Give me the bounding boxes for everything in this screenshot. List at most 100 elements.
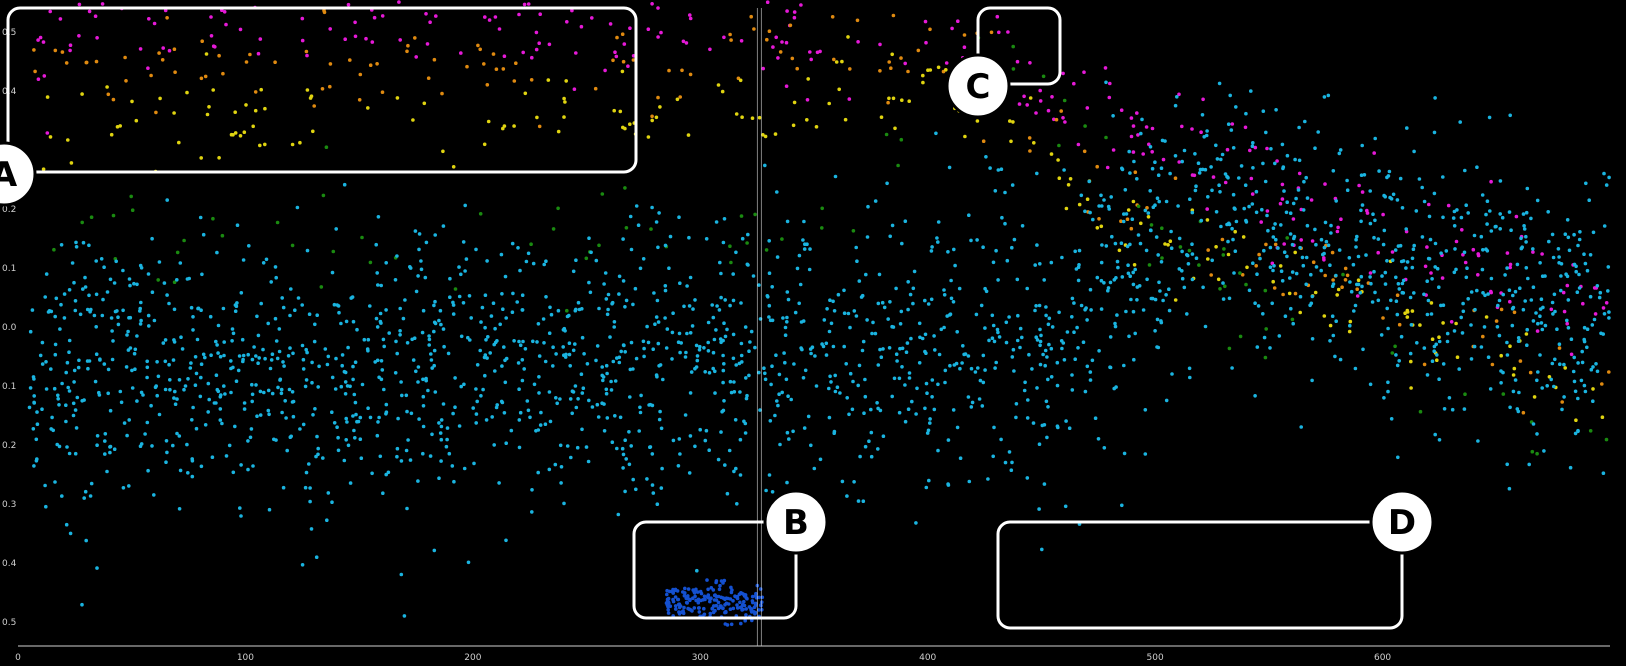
data-point: [770, 285, 774, 289]
data-point: [1106, 204, 1111, 209]
data-point: [41, 40, 46, 44]
data-point: [674, 607, 678, 611]
data-point: [43, 483, 47, 488]
data-point: [1486, 292, 1490, 296]
data-point: [704, 237, 709, 241]
data-point: [1175, 95, 1179, 99]
data-point: [995, 327, 1000, 332]
data-point: [413, 229, 418, 233]
data-point: [300, 16, 305, 21]
data-point: [95, 566, 99, 570]
data-point: [1485, 222, 1489, 226]
data-point: [247, 244, 251, 248]
data-point: [1362, 173, 1367, 177]
annotation-d: D: [996, 489, 1435, 630]
data-point: [1227, 296, 1232, 301]
data-point: [1035, 243, 1039, 247]
data-point: [1340, 285, 1344, 290]
data-point: [906, 307, 910, 312]
data-point: [118, 124, 122, 128]
data-point: [1003, 190, 1007, 195]
data-point: [946, 250, 950, 254]
data-point: [605, 312, 610, 317]
data-point: [1108, 365, 1112, 370]
data-point: [366, 348, 370, 353]
data-point: [1242, 206, 1246, 211]
data-point: [678, 281, 682, 286]
data-point: [917, 361, 922, 365]
data-point: [395, 454, 399, 459]
data-point: [1466, 297, 1470, 301]
data-point: [1232, 206, 1237, 210]
data-point: [1273, 161, 1277, 166]
data-point: [1322, 245, 1327, 250]
data-point: [1440, 276, 1445, 280]
data-point: [464, 257, 469, 261]
data-point: [1437, 335, 1441, 340]
data-point: [1117, 248, 1122, 253]
data-point: [702, 594, 707, 599]
data-point: [1039, 333, 1043, 338]
data-point: [1368, 275, 1372, 279]
data-point: [1437, 377, 1441, 382]
data-point: [1127, 149, 1131, 154]
data-point: [1251, 166, 1255, 170]
data-point: [1373, 136, 1377, 141]
data-point: [923, 19, 928, 24]
data-point: [600, 192, 605, 196]
data-point: [1030, 367, 1034, 371]
data-point: [845, 396, 849, 400]
data-point: [752, 605, 757, 610]
data-point: [833, 389, 838, 394]
data-point: [809, 351, 813, 356]
data-point: [276, 385, 280, 390]
data-point: [106, 391, 110, 396]
data-point: [1576, 396, 1580, 401]
data-point: [978, 378, 983, 383]
data-point: [1247, 288, 1252, 293]
data-point: [158, 96, 162, 101]
data-point: [879, 115, 884, 119]
data-point: [792, 362, 796, 366]
data-point: [224, 454, 229, 458]
data-point: [561, 328, 566, 332]
data-point: [1076, 346, 1080, 350]
data-point: [562, 96, 566, 101]
data-point: [304, 378, 309, 382]
data-point: [269, 280, 274, 284]
data-point: [368, 260, 373, 265]
data-point: [1159, 260, 1164, 264]
data-point: [1156, 173, 1161, 177]
data-point: [573, 384, 578, 388]
data-point: [134, 118, 139, 123]
data-point: [787, 437, 791, 441]
data-point: [1064, 419, 1068, 423]
data-point: [1471, 247, 1476, 252]
data-point: [1523, 299, 1527, 303]
data-point: [32, 464, 36, 468]
data-point: [190, 418, 194, 422]
data-point: [906, 69, 910, 74]
data-point: [40, 362, 45, 366]
data-point: [1040, 423, 1045, 428]
data-point: [1355, 287, 1359, 292]
data-point: [1279, 223, 1283, 227]
data-point: [1161, 298, 1165, 303]
data-point: [1260, 207, 1264, 212]
data-point: [1009, 468, 1014, 473]
data-point: [1488, 387, 1493, 391]
data-point: [1087, 179, 1091, 184]
data-point: [244, 60, 249, 64]
data-point: [1553, 357, 1557, 362]
data-point: [649, 227, 653, 231]
data-point: [433, 299, 437, 304]
data-point: [645, 477, 649, 481]
data-point: [1264, 242, 1268, 247]
data-point: [198, 215, 203, 220]
data-point: [1383, 282, 1388, 286]
data-point: [1591, 365, 1595, 369]
data-point: [1524, 332, 1529, 336]
data-point: [453, 405, 457, 410]
data-point: [502, 124, 507, 128]
data-point: [1449, 320, 1454, 324]
